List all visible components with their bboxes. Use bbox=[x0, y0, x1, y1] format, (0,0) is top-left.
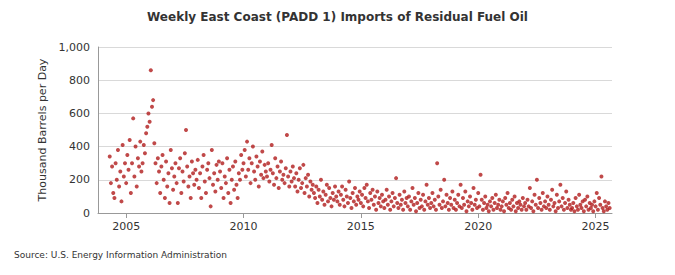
svg-text:2010: 2010 bbox=[230, 220, 258, 233]
svg-text:2005: 2005 bbox=[112, 220, 140, 233]
svg-text:200: 200 bbox=[69, 173, 90, 186]
svg-text:Thousand Barrels per Day: Thousand Barrels per Day bbox=[36, 58, 49, 202]
svg-text:800: 800 bbox=[69, 74, 90, 87]
svg-text:400: 400 bbox=[69, 140, 90, 153]
svg-text:2025: 2025 bbox=[582, 220, 610, 233]
svg-text:600: 600 bbox=[69, 107, 90, 120]
svg-text:1,000: 1,000 bbox=[59, 41, 91, 54]
svg-text:Weekly East Coast (PADD 1) Imp: Weekly East Coast (PADD 1) Imports of Re… bbox=[147, 10, 528, 24]
svg-text:Source: U.S. Energy Informatio: Source: U.S. Energy Information Administ… bbox=[14, 250, 227, 260]
svg-text:2015: 2015 bbox=[347, 220, 375, 233]
svg-text:0: 0 bbox=[83, 207, 90, 220]
svg-text:2020: 2020 bbox=[464, 220, 492, 233]
